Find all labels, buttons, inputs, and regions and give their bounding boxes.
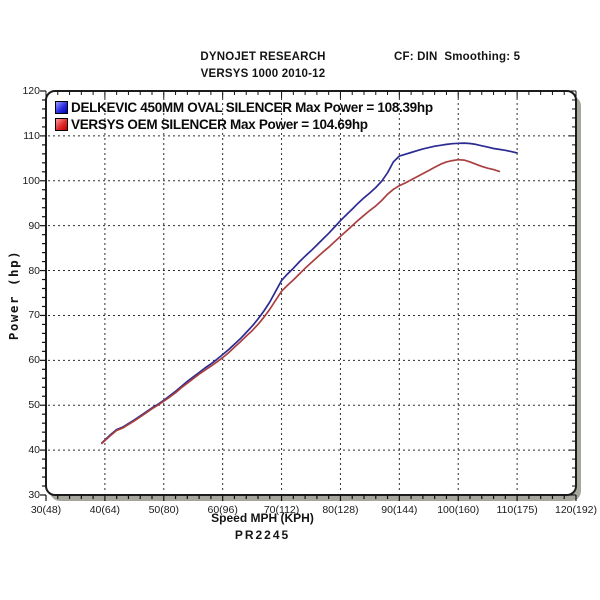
- correction-smoothing-label: CF: DIN Smoothing: 5: [394, 51, 521, 63]
- x-tick-label: 40(64): [89, 504, 121, 516]
- y-tick-label: 120: [22, 85, 40, 97]
- x-tick-label: 70(112): [263, 504, 300, 516]
- x-axis-title: Speed MPH (KPH): [211, 511, 314, 525]
- y-tick-label: 100: [22, 174, 40, 187]
- x-tick-label: 30(48): [30, 504, 62, 516]
- y-axis-title: Power (hp): [6, 249, 21, 341]
- y-tick-label: 70: [28, 309, 40, 322]
- x-tick-label: 100(160): [437, 504, 480, 516]
- x-tick-label: 80(128): [322, 504, 359, 516]
- y-tick-label: 30: [28, 489, 40, 501]
- y-tick-label: 110: [23, 129, 40, 142]
- x-tick-label: 120(192): [554, 504, 598, 516]
- y-tick-label: 90: [28, 219, 40, 232]
- legend-label: DELKEVIC 450MM OVAL SILENCER Max Power =…: [71, 100, 433, 115]
- page-title: DYNOJET RESEARCH: [200, 51, 326, 63]
- versys-oem-series-swatch-icon: [55, 118, 68, 131]
- y-tick-label: 50: [28, 399, 40, 412]
- y-tick-label: 40: [28, 444, 40, 457]
- delkevic-series-swatch-icon: [55, 101, 68, 114]
- x-tick-label: 90(144): [381, 504, 418, 516]
- plot-frame: [45, 90, 577, 496]
- legend-label: VERSYS OEM SILENCER Max Power = 104.69hp: [71, 117, 368, 132]
- x-tick-label: 60(96): [207, 504, 238, 516]
- x-tick-label: 50(80): [148, 504, 179, 516]
- legend-item-versys-oem: VERSYS OEM SILENCER Max Power = 104.69hp: [55, 117, 368, 132]
- y-tick-label: 60: [28, 354, 40, 367]
- power-curve-delkevic: [101, 142, 518, 444]
- x-tick-label: 110(175): [496, 504, 538, 516]
- page-subtitle: VERSYS 1000 2010-12: [200, 68, 326, 80]
- run-id-label: PR2245: [234, 528, 291, 542]
- y-tick-label: 80: [28, 264, 40, 277]
- power-curve-versys-oem: [101, 158, 501, 445]
- legend-item-delkevic: DELKEVIC 450MM OVAL SILENCER Max Power =…: [55, 100, 433, 115]
